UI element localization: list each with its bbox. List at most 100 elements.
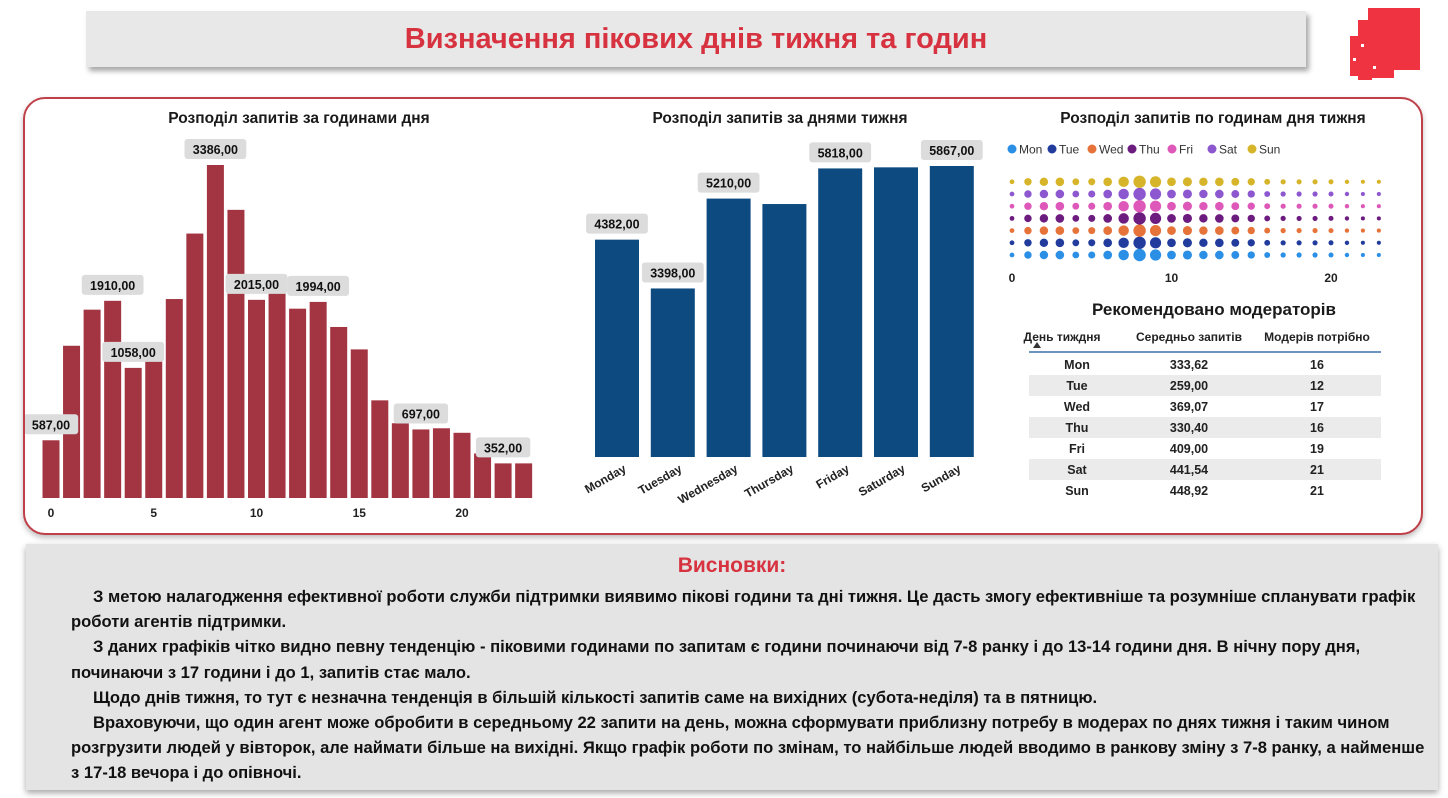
dot-point: [1376, 228, 1381, 233]
hourly-bar: [391, 423, 409, 498]
hourly-bar: [227, 209, 245, 498]
hourly-bar: [371, 400, 389, 498]
legend-entry-sun: Sun: [1259, 143, 1280, 157]
hourly-data-label-bg: [393, 403, 449, 424]
weekday-bar: [929, 166, 974, 457]
dot-point: [1072, 227, 1080, 234]
sort-ascending-icon[interactable]: [1033, 342, 1041, 348]
legend-marker-icon: [1247, 144, 1257, 154]
dot-point: [1103, 201, 1113, 211]
dot-point: [1009, 203, 1015, 209]
weekday-data-label: 4382,00: [594, 218, 639, 232]
dot-point: [1328, 203, 1334, 209]
hourly-bar: [165, 299, 183, 498]
dot-point: [1118, 225, 1129, 236]
table-header-cell[interactable]: Середньо запитів: [1136, 330, 1242, 344]
hourly-data-label-bg: [81, 274, 144, 295]
table-cell-mods: 19: [1310, 442, 1324, 456]
dot-point: [1231, 202, 1240, 211]
hourly-x-tick: 20: [455, 506, 469, 520]
dot-point: [1149, 249, 1162, 261]
legend-marker-icon: [1127, 144, 1137, 154]
dot-point: [1328, 240, 1334, 246]
title-banner: Визначення пікових днів тижня та годин: [86, 11, 1306, 67]
dot-point: [1167, 238, 1176, 248]
dot-point: [1149, 176, 1162, 188]
dot-point: [1215, 177, 1224, 187]
hourly-bar: [474, 453, 492, 498]
weekday-data-label-bg: [586, 213, 648, 234]
dot-point: [1312, 228, 1318, 234]
dot-point: [1118, 237, 1129, 249]
legend-marker-icon: [1087, 144, 1097, 154]
dot-point: [1167, 189, 1176, 199]
weekday-bar: [818, 168, 863, 458]
legend-entry-thu: Thu: [1139, 143, 1160, 157]
hourly-bar: [124, 367, 142, 498]
dot-point: [1039, 238, 1049, 248]
dot-x-tick: 20: [1324, 271, 1338, 285]
hourly-bar: [515, 463, 533, 498]
conclusions-section: Висновки: З метою налагодження ефективно…: [26, 544, 1438, 790]
weekday-x-tick: Saturday: [856, 461, 908, 499]
dot-point: [1215, 214, 1224, 223]
dot-point: [1182, 238, 1192, 248]
dot-point: [1009, 216, 1015, 221]
dot-point: [1199, 201, 1208, 211]
dot-point: [1344, 179, 1350, 184]
dot-point: [1199, 250, 1208, 260]
dot-point: [1055, 250, 1065, 260]
dot-point: [1312, 215, 1318, 221]
dot-point: [1247, 251, 1255, 259]
hourly-bar: [330, 326, 348, 498]
conclusion-paragraph: З даних графіків чітко видно певну тенде…: [71, 637, 1361, 682]
table-header-cell[interactable]: Модерів потрібно: [1264, 330, 1370, 344]
table-cell-day: Mon: [1064, 358, 1090, 372]
dot-point: [1182, 213, 1192, 223]
table-header-cell[interactable]: День тиждня: [1024, 330, 1101, 344]
dot-point: [1264, 215, 1271, 222]
hourly-bar: [186, 233, 204, 499]
table-cell-mods: 16: [1310, 421, 1324, 435]
hourly-bar: [289, 308, 307, 498]
dot-point: [1182, 250, 1192, 260]
dot-point: [1199, 189, 1208, 199]
dot-point: [1039, 201, 1049, 211]
hourly-x-tick: 15: [353, 506, 367, 520]
dot-point: [1072, 190, 1080, 198]
dot-point: [1247, 178, 1255, 186]
dot-point: [1133, 175, 1146, 188]
table-cell-mods: 12: [1310, 379, 1324, 393]
table-row-stripe: [1029, 375, 1381, 396]
dot-point: [1264, 178, 1271, 185]
dot-point: [1247, 239, 1255, 247]
hourly-data-label: 587,00: [32, 418, 70, 432]
dot-point: [1280, 191, 1286, 197]
table-cell-mods: 21: [1310, 484, 1324, 498]
dot-point: [1118, 200, 1129, 212]
dot-point: [1009, 252, 1015, 258]
dot-point: [1312, 203, 1318, 209]
dot-point: [1312, 252, 1318, 258]
dot-point: [1376, 191, 1381, 197]
dot-point: [1103, 250, 1113, 260]
dot-point: [1199, 226, 1208, 235]
dot-point: [1024, 214, 1032, 223]
table-row-stripe: [1029, 417, 1381, 438]
dot-point: [1118, 176, 1129, 188]
hourly-x-tick: 0: [48, 506, 55, 520]
dot-point: [1167, 226, 1176, 235]
legend-entry-tue: Tue: [1059, 143, 1080, 157]
dot-point: [1133, 200, 1146, 213]
dot-point: [1328, 252, 1334, 258]
dot-point: [1376, 204, 1381, 209]
dot-point: [1103, 189, 1113, 199]
hourly-data-label-bg: [102, 341, 165, 362]
dot-x-tick: 0: [1009, 271, 1016, 285]
dot-point: [1360, 216, 1365, 221]
dot-point: [1088, 214, 1096, 222]
conclusion-paragraph: З метою налагодження ефективної роботи с…: [71, 587, 1416, 632]
dot-point: [1264, 227, 1271, 234]
table-cell-day: Tue: [1066, 379, 1087, 393]
dot-point: [1360, 179, 1365, 184]
